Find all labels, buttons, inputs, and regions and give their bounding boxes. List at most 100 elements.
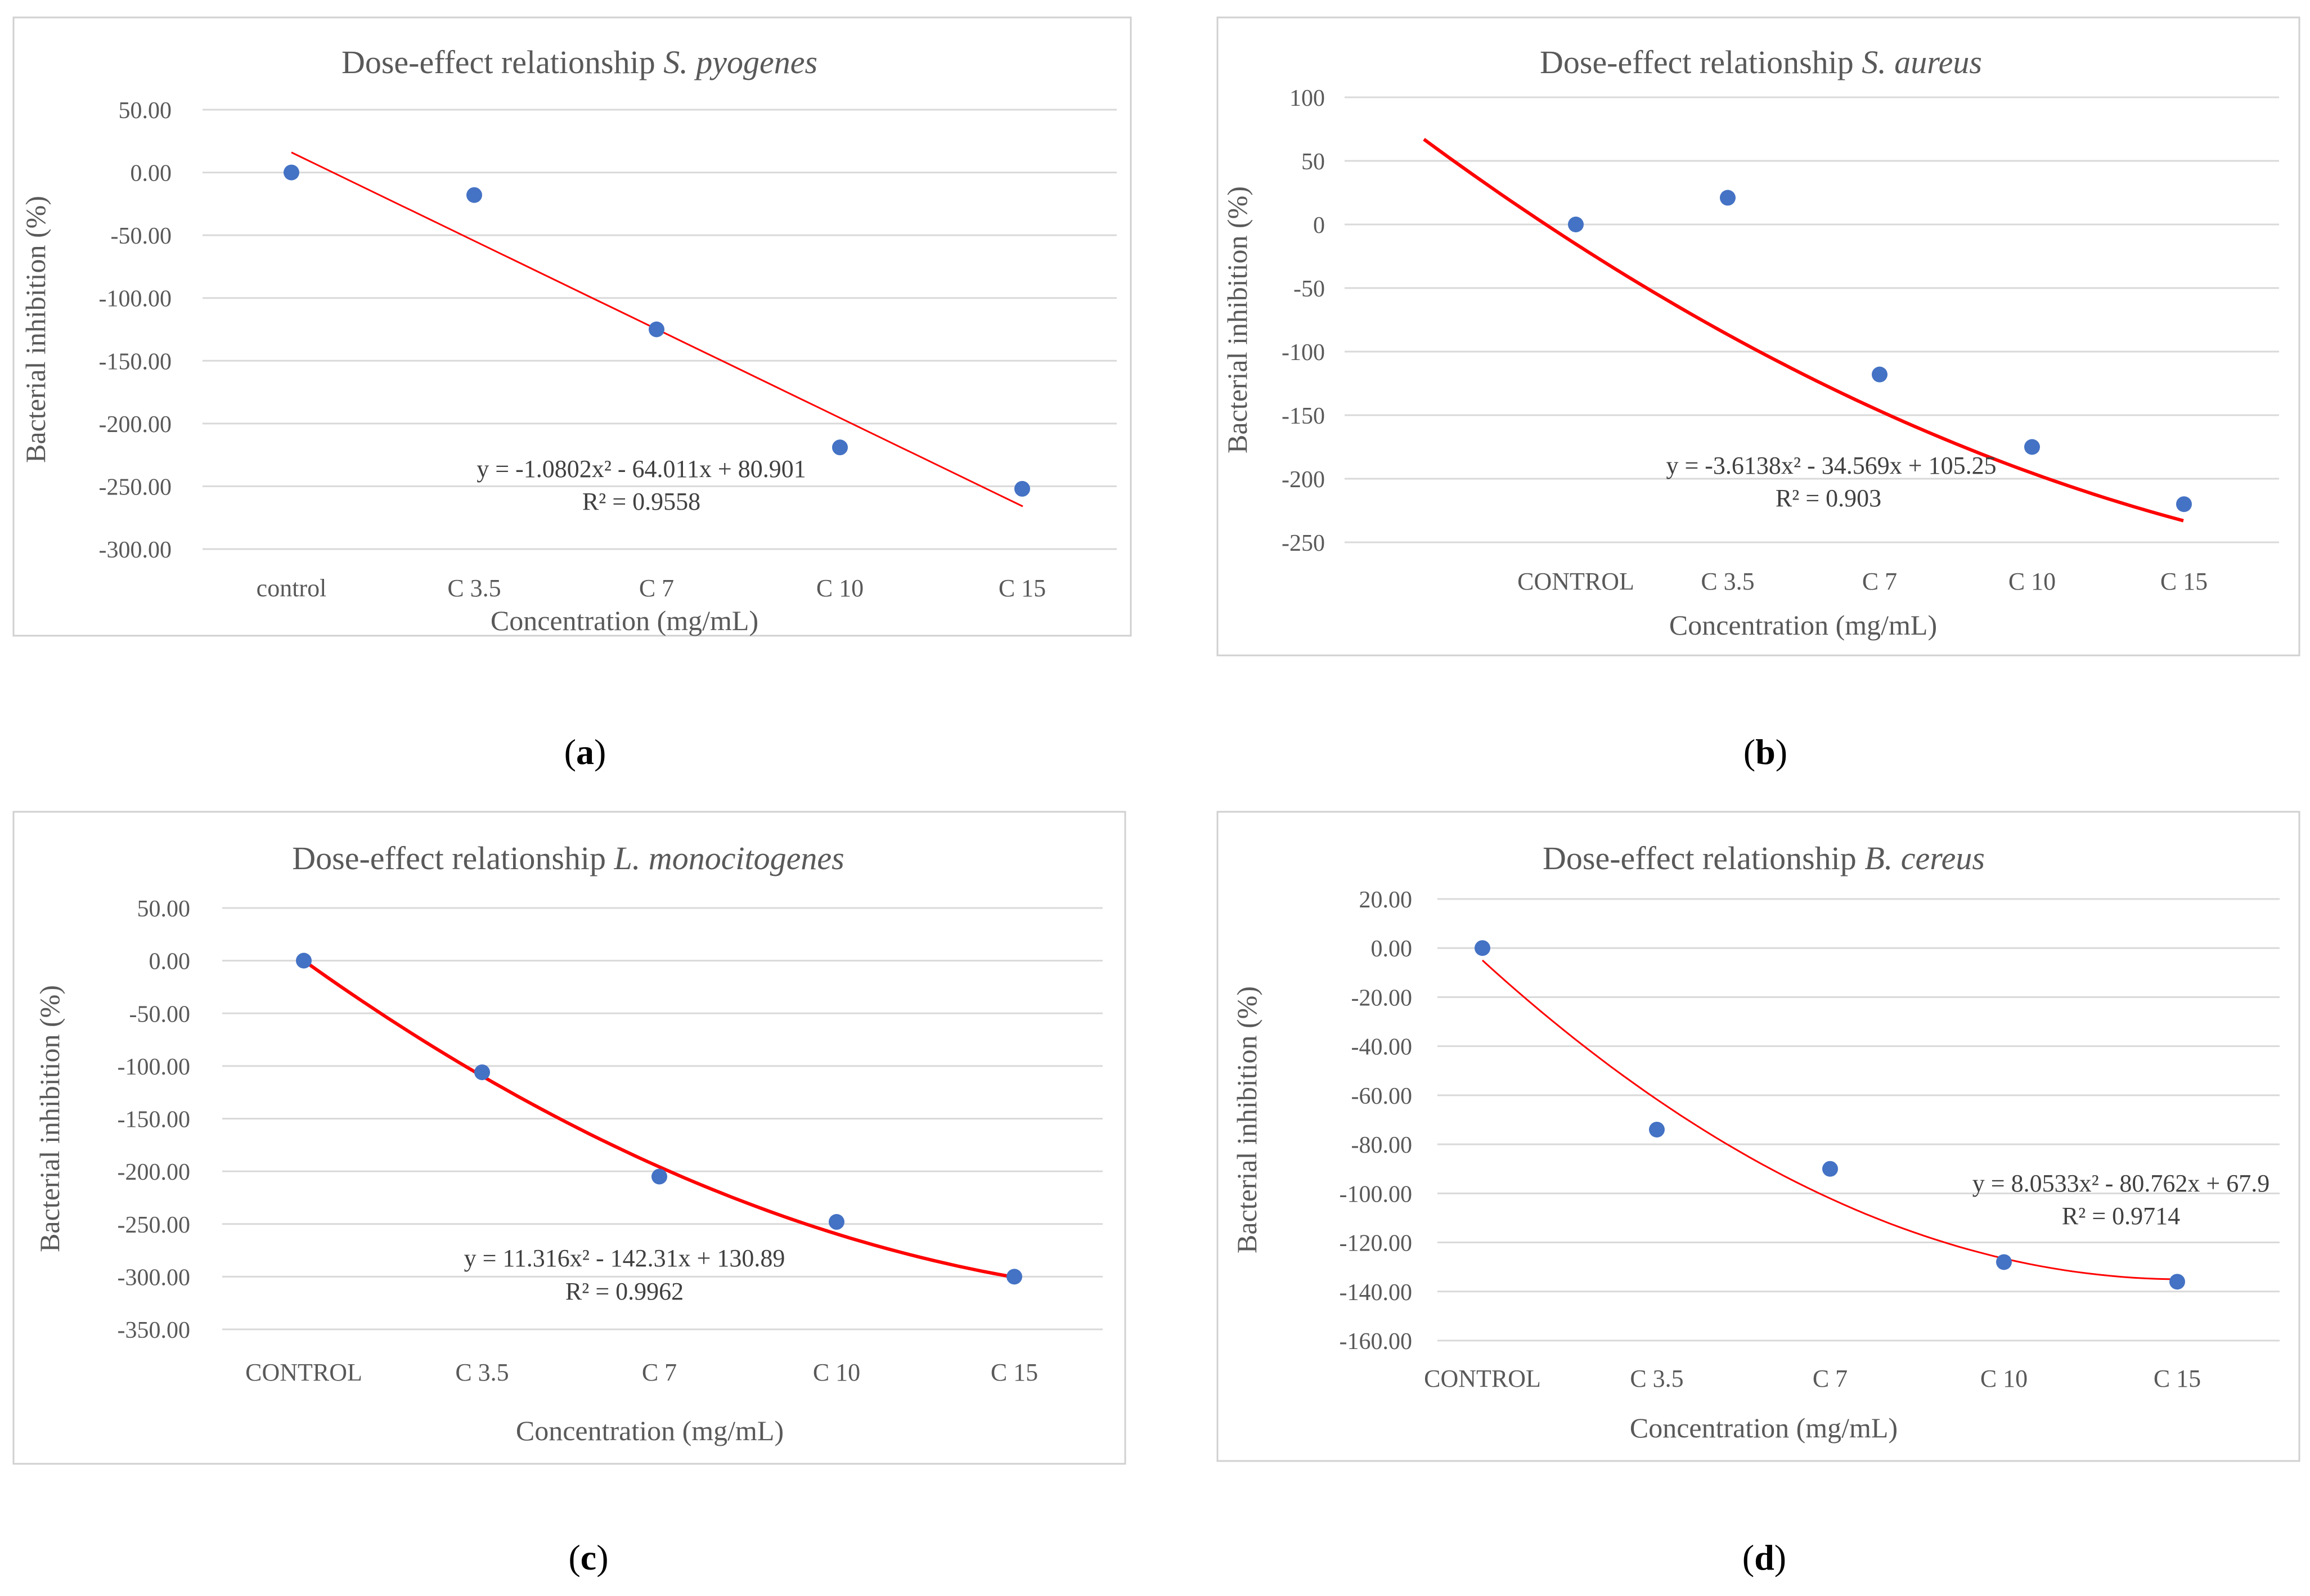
chart-title-text: Dose-effect relationship [341, 44, 663, 80]
data-point [1822, 1161, 1838, 1177]
y-tick-label: -200.00 [99, 412, 172, 438]
y-axis-title: Bacterial inhibition (%) [20, 196, 51, 463]
x-tick-label: C 10 [1980, 1365, 2028, 1392]
panel-label: (a) [564, 732, 606, 772]
y-tick-label: 50.00 [137, 896, 191, 922]
x-tick-label: control [257, 574, 327, 602]
panel-label: (c) [568, 1537, 608, 1577]
y-tick-label: -100.00 [1340, 1181, 1413, 1207]
y-tick-label: -50.00 [111, 223, 172, 249]
x-tick-label: C 15 [2154, 1365, 2201, 1392]
x-axis-title: Concentration (mg/mL) [491, 605, 758, 636]
y-tick-label: -300.00 [99, 537, 172, 563]
x-tick-label: CONTROL [245, 1359, 362, 1386]
data-point [651, 1168, 667, 1185]
y-tick-label: 50.00 [119, 98, 172, 124]
y-tick-label: 100 [1289, 86, 1325, 111]
x-tick-label: C 3.5 [1630, 1365, 1683, 1392]
x-axis-title: Concentration (mg/mL) [1630, 1412, 1898, 1444]
y-tick-label: 50 [1301, 149, 1325, 175]
y-tick-label: -20.00 [1351, 985, 1413, 1011]
y-tick-label: 20.00 [1359, 887, 1413, 913]
data-point [296, 952, 312, 969]
panel-label: (d) [1742, 1537, 1786, 1577]
chart-frame [1216, 811, 2300, 1462]
panel-label-open: ( [1743, 732, 1755, 772]
y-tick-label: -60.00 [1351, 1084, 1413, 1109]
panel-label-close: ) [594, 732, 606, 772]
trendline [1423, 138, 2184, 523]
data-point [1475, 940, 1490, 956]
r-squared-label: R² = 0.9714 [2062, 1202, 2180, 1230]
x-tick-label: C 3.5 [1701, 568, 1754, 595]
panel-label-letter: c [581, 1537, 596, 1577]
x-tick-label: C 10 [816, 574, 864, 602]
panel-label-open: ( [1742, 1537, 1754, 1577]
y-axis-title: Bacterial inhibition (%) [34, 985, 65, 1252]
x-tick-label: C 10 [813, 1359, 860, 1386]
chart-title-species: B. cereus [1864, 840, 1985, 876]
data-point [1568, 217, 1584, 232]
chart-title-text: Dose-effect relationship [292, 840, 614, 876]
r-squared-label: R² = 0.903 [1776, 484, 1881, 512]
chart-title: Dose-effect relationship S. aureus [1540, 44, 1982, 80]
y-tick-label: -160.00 [1340, 1329, 1413, 1355]
chart-title: Dose-effect relationship S. pyogenes [341, 44, 817, 80]
y-tick-label: -250.00 [118, 1212, 191, 1238]
data-point [1649, 1121, 1665, 1138]
y-tick-label: -50.00 [129, 1001, 191, 1027]
x-tick-label: C 15 [999, 574, 1046, 602]
y-tick-label: -100.00 [99, 286, 172, 312]
x-tick-label: C 7 [639, 574, 674, 602]
y-tick-label: -250 [1282, 530, 1325, 556]
panel-label-open: ( [568, 1537, 580, 1577]
data-point [2169, 1274, 2185, 1290]
r-squared-label: R² = 0.9558 [582, 488, 700, 515]
y-tick-label: -250.00 [99, 474, 172, 500]
x-tick-label: C 15 [991, 1359, 1038, 1386]
chart-frame [1216, 16, 2300, 657]
data-point [829, 1214, 844, 1230]
trendline-equation: y = -3.6138x² - 34.569x + 105.25 [1666, 452, 1996, 479]
r-squared-label: R² = 0.9962 [565, 1278, 684, 1305]
chart-title: Dose-effect relationship B. cereus [1543, 840, 1985, 876]
chart-title-species: L. monocitogenes [614, 840, 844, 876]
x-tick-label: CONTROL [1517, 568, 1634, 595]
panel-label-close: ) [1774, 1537, 1786, 1577]
x-tick-label: C 3.5 [447, 574, 501, 602]
y-tick-label: -100 [1282, 340, 1325, 366]
data-point [284, 164, 299, 181]
y-tick-label: -40.00 [1351, 1035, 1413, 1060]
panel-label-open: ( [564, 732, 576, 772]
y-tick-label: -100.00 [118, 1054, 191, 1080]
y-tick-label: -150 [1282, 403, 1325, 429]
y-axis-title: Bacterial inhibition (%) [1221, 186, 1253, 453]
y-tick-label: 0 [1313, 213, 1325, 239]
data-point [2024, 439, 2040, 455]
y-tick-label: -200 [1282, 467, 1325, 493]
y-tick-label: 0.00 [131, 161, 172, 187]
y-tick-label: -350.00 [118, 1318, 191, 1343]
x-tick-label: CONTROL [1424, 1365, 1541, 1392]
chart-title-species: S. pyogenes [663, 44, 817, 80]
y-tick-label: 0.00 [1371, 936, 1413, 962]
y-tick-label: -120.00 [1340, 1231, 1413, 1257]
panel-label-close: ) [596, 1537, 608, 1577]
chart-panel-3: 50.00 0.00 -50.00 -100.00 -150.00 -200.00 -250… [12, 811, 1126, 1465]
trendline-equation: y = 8.0533x² - 80.762x + 67.9 [1972, 1170, 2269, 1197]
chart-title: Dose-effect relationship L. monocitogene… [292, 840, 844, 876]
data-point [466, 187, 482, 203]
chart-frame [12, 16, 1132, 637]
x-tick-label: C 7 [1862, 568, 1897, 595]
chart-title-text: Dose-effect relationship [1540, 44, 1862, 80]
data-point [832, 439, 848, 456]
data-point [2176, 496, 2192, 512]
chart-title-text: Dose-effect relationship [1543, 840, 1864, 876]
data-point [1014, 480, 1030, 497]
panel-label-letter: d [1754, 1537, 1774, 1577]
x-tick-label: C 15 [2160, 568, 2208, 595]
x-axis-title: Concentration (mg/mL) [516, 1415, 784, 1446]
chart-panel-4: 20.00 0.00 -20.00 -40.00 -60.00 -80.00 -100.00… [1216, 811, 2300, 1462]
trendline-equation: y = -1.0802x² - 64.011x + 80.901 [477, 455, 806, 483]
